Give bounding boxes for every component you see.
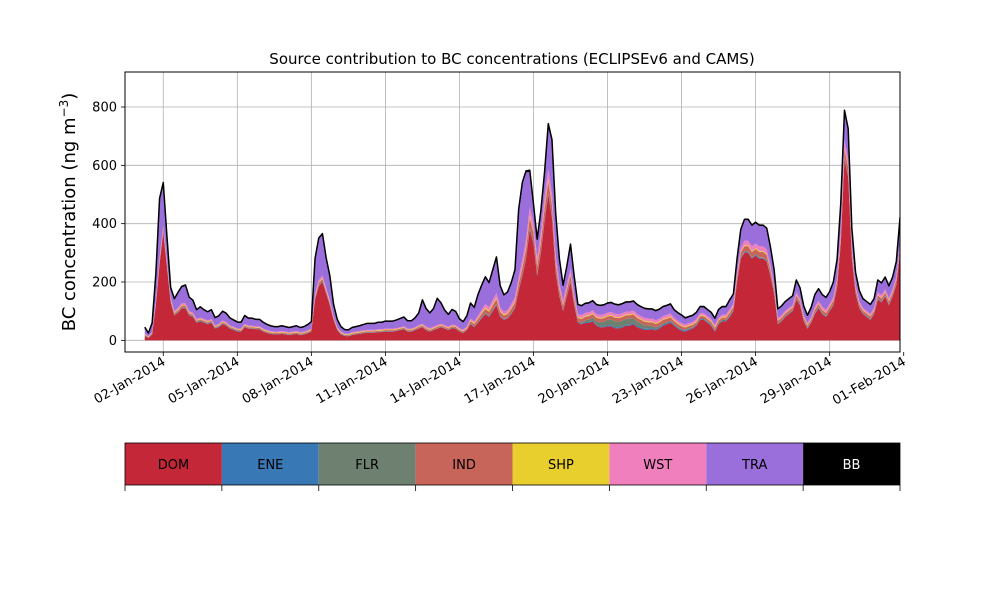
legend-swatch-flr [318, 443, 416, 485]
legend-label-flr: FLR [355, 458, 379, 473]
legend-label-wst: WST [643, 458, 672, 473]
legend-swatch-bb [803, 443, 900, 485]
plot-frame [124, 71, 901, 353]
x-tick-label: 08-Jan-2014 [240, 354, 317, 407]
y-axis-label: BC concentration (ng m−3) [57, 93, 80, 332]
legend-swatch-wst [609, 443, 707, 485]
y-tick-label: 0 [109, 334, 117, 349]
legend-label-ind: IND [452, 458, 476, 473]
x-tick-label: 02-Jan-2014 [92, 354, 169, 407]
legend-label-bb: BB [843, 458, 861, 473]
x-tick-label: 26-Jan-2014 [684, 354, 761, 407]
x-tick-label: 20-Jan-2014 [536, 354, 613, 407]
legend-swatch-shp [512, 443, 610, 485]
legend-label-tra: TRA [741, 458, 767, 473]
total-line [144, 109, 900, 334]
x-tick-label: 23-Jan-2014 [610, 354, 687, 407]
legend-swatch-ene [221, 443, 319, 485]
x-tick-label: 29-Jan-2014 [758, 354, 835, 407]
y-tick-label: 800 [92, 101, 117, 116]
y-tick-label: 600 [92, 159, 117, 174]
legend-label-ene: ENE [257, 458, 283, 473]
x-tick-label: 05-Jan-2014 [166, 354, 243, 407]
stacked-areas [144, 110, 900, 341]
legend-swatch-dom [125, 443, 222, 485]
area-dom [144, 159, 900, 341]
y-tick-label: 400 [92, 217, 117, 232]
chart-title: Source contribution to BC concentrations… [269, 50, 754, 68]
legend-swatch-ind [415, 443, 513, 485]
x-axis: 02-Jan-201405-Jan-201408-Jan-201411-Jan-… [92, 352, 909, 408]
x-tick-label: 17-Jan-2014 [462, 354, 539, 407]
x-tick-label: 14-Jan-2014 [388, 354, 465, 407]
legend-colorbar: DOM ENE FLR IND SHP WST TRA BB [124, 442, 901, 491]
y-tick-label: 200 [92, 276, 117, 291]
legend-label-shp: SHP [548, 458, 574, 473]
total-line-layer [144, 109, 900, 334]
legend-label-dom: DOM [158, 458, 189, 473]
x-tick-label: 11-Jan-2014 [314, 354, 391, 407]
y-axis: 0 200 400 600 800 [92, 101, 125, 349]
x-tick-label: 01-Feb-2014 [830, 354, 909, 408]
legend-swatch-tra [706, 443, 804, 485]
area-tra [144, 111, 900, 337]
